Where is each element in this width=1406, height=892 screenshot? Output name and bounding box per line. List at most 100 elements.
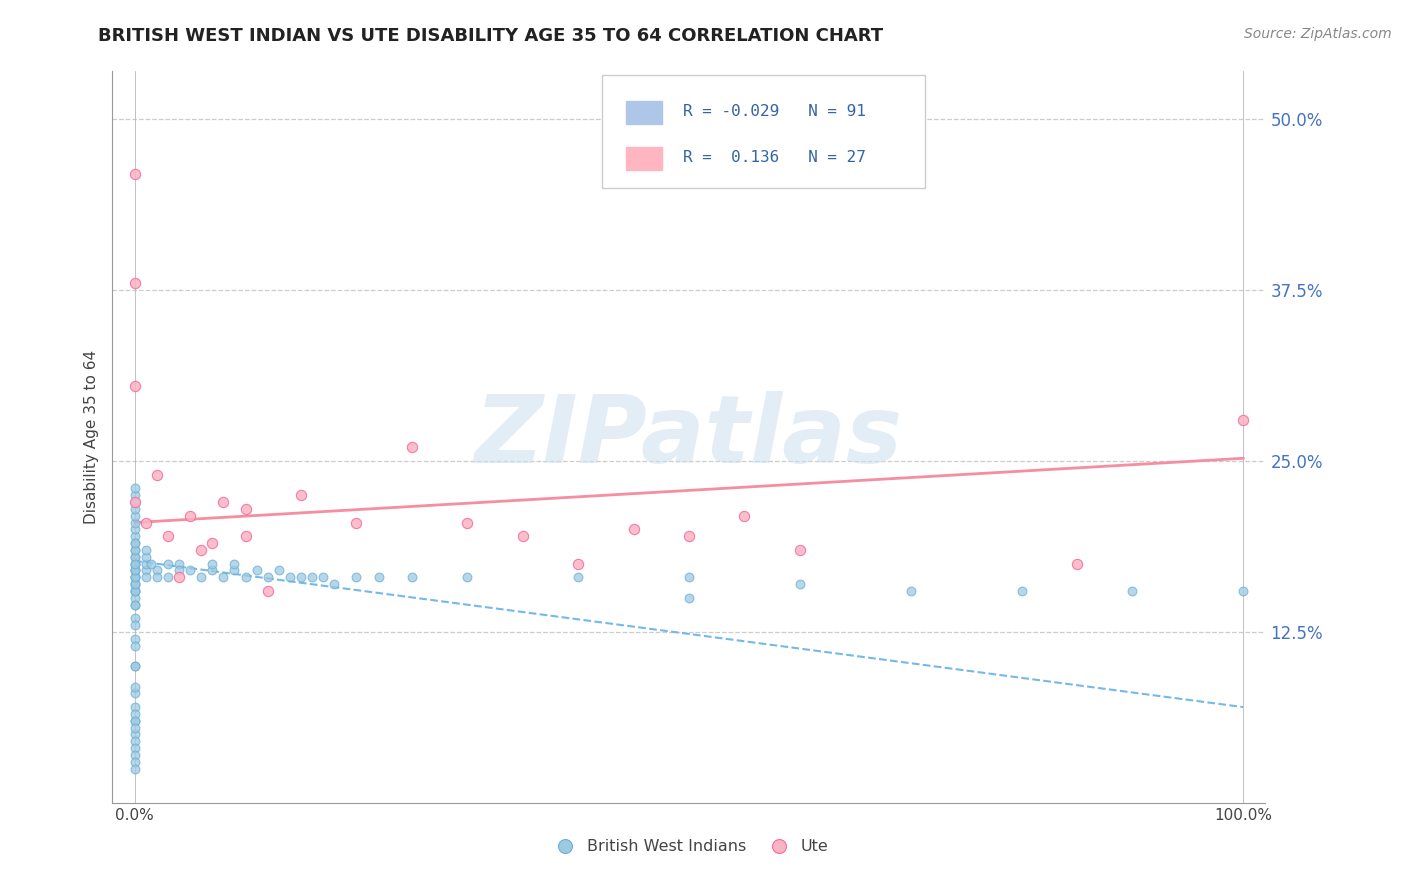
- Point: [146, 570, 169, 584]
- Point: [135, 557, 157, 571]
- Text: Source: ZipAtlas.com: Source: ZipAtlas.com: [1244, 27, 1392, 41]
- Point: [124, 686, 146, 700]
- Point: [235, 529, 257, 543]
- Point: [124, 529, 146, 543]
- Point: [190, 542, 212, 557]
- Point: [124, 583, 146, 598]
- Point: [124, 542, 146, 557]
- Point: [401, 440, 423, 454]
- Point: [179, 508, 201, 523]
- Point: [235, 570, 257, 584]
- Point: [124, 755, 146, 769]
- Point: [124, 549, 146, 564]
- Point: [124, 167, 146, 181]
- Point: [623, 522, 645, 536]
- Point: [124, 741, 146, 756]
- Point: [124, 618, 146, 632]
- Point: [301, 570, 323, 584]
- Point: [290, 488, 312, 502]
- Point: [212, 495, 235, 509]
- FancyBboxPatch shape: [626, 146, 662, 170]
- Point: [1066, 557, 1088, 571]
- Point: [235, 501, 257, 516]
- Point: [224, 557, 246, 571]
- Point: [456, 516, 478, 530]
- Point: [190, 570, 212, 584]
- Point: [124, 557, 146, 571]
- Text: ZIPatlas: ZIPatlas: [475, 391, 903, 483]
- Point: [135, 563, 157, 577]
- Point: [141, 557, 163, 571]
- Point: [124, 583, 146, 598]
- Point: [124, 577, 146, 591]
- Point: [124, 577, 146, 591]
- Point: [312, 570, 335, 584]
- Point: [256, 570, 278, 584]
- Point: [124, 522, 146, 536]
- Point: [124, 557, 146, 571]
- Point: [124, 549, 146, 564]
- Text: R = -0.029   N = 91: R = -0.029 N = 91: [683, 104, 866, 120]
- Point: [733, 508, 755, 523]
- Point: [156, 570, 179, 584]
- Point: [567, 570, 589, 584]
- Point: [135, 549, 157, 564]
- Point: [167, 563, 190, 577]
- Point: [124, 659, 146, 673]
- Point: [245, 563, 267, 577]
- Point: [201, 536, 224, 550]
- Point: [124, 563, 146, 577]
- Point: [124, 706, 146, 721]
- Point: [1232, 413, 1254, 427]
- Point: [124, 747, 146, 762]
- Point: [201, 557, 224, 571]
- Point: [124, 570, 146, 584]
- Point: [124, 659, 146, 673]
- Point: [124, 563, 146, 577]
- Point: [146, 467, 169, 482]
- Point: [124, 727, 146, 741]
- Point: [124, 632, 146, 646]
- Point: [900, 583, 922, 598]
- Point: [789, 577, 811, 591]
- Point: [256, 583, 278, 598]
- Point: [124, 536, 146, 550]
- Point: [156, 529, 179, 543]
- Point: [344, 516, 367, 530]
- Point: [135, 516, 157, 530]
- Point: [124, 495, 146, 509]
- Point: [456, 570, 478, 584]
- Point: [124, 577, 146, 591]
- Point: [1232, 583, 1254, 598]
- Point: [124, 700, 146, 714]
- Point: [678, 529, 700, 543]
- Point: [124, 598, 146, 612]
- Point: [124, 762, 146, 776]
- Legend: British West Indians, Ute: British West Indians, Ute: [543, 833, 835, 861]
- Point: [167, 570, 190, 584]
- FancyBboxPatch shape: [603, 75, 925, 188]
- Point: [224, 563, 246, 577]
- Point: [124, 379, 146, 393]
- Point: [167, 557, 190, 571]
- Point: [278, 570, 301, 584]
- Point: [124, 277, 146, 291]
- Point: [124, 591, 146, 605]
- Point: [156, 557, 179, 571]
- Point: [146, 563, 169, 577]
- Point: [344, 570, 367, 584]
- Point: [135, 570, 157, 584]
- Point: [124, 516, 146, 530]
- Point: [124, 639, 146, 653]
- Point: [789, 542, 811, 557]
- Point: [678, 570, 700, 584]
- Point: [124, 583, 146, 598]
- Point: [201, 563, 224, 577]
- Point: [124, 557, 146, 571]
- Point: [124, 488, 146, 502]
- Point: [124, 570, 146, 584]
- Point: [124, 508, 146, 523]
- Point: [179, 563, 201, 577]
- Point: [124, 501, 146, 516]
- Point: [323, 577, 346, 591]
